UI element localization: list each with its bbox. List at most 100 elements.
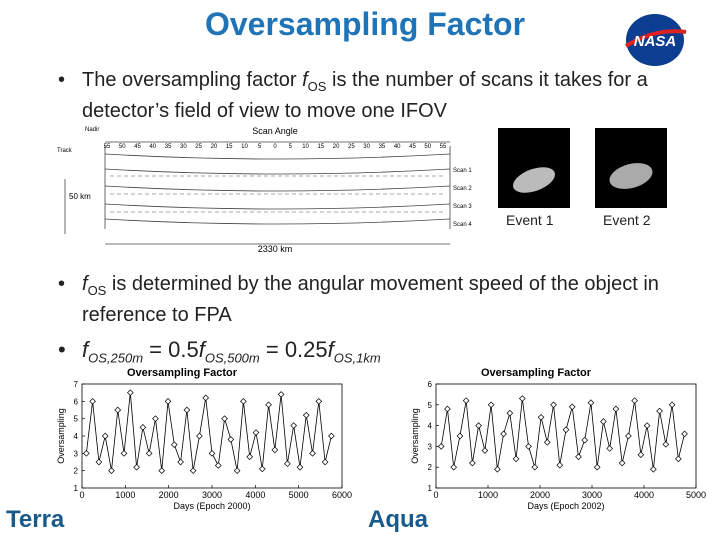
x-tick-label: 0 — [433, 490, 438, 500]
angle-label: 55 — [104, 144, 111, 150]
text: is determined by the angular movement sp… — [82, 273, 659, 326]
data-point — [315, 398, 323, 405]
data-point — [108, 467, 115, 474]
angle-label: 55 — [440, 144, 447, 150]
y-tick-label: 7 — [74, 380, 79, 389]
data-point — [518, 395, 526, 402]
y-axis-label: Oversampling — [410, 408, 420, 464]
data-point — [543, 438, 551, 446]
data-point — [183, 406, 191, 414]
data-point — [537, 413, 545, 421]
angle-label: 40 — [394, 144, 401, 150]
data-point — [650, 465, 657, 473]
plot-frame — [81, 383, 343, 489]
data-line — [440, 398, 685, 470]
bullet: • fOS is determined by the angular movem… — [58, 273, 659, 326]
data-point — [177, 458, 184, 466]
data-line — [85, 392, 332, 471]
data-point — [487, 401, 495, 409]
data-point — [277, 391, 285, 398]
angle-label: 15 — [317, 144, 324, 150]
data-point — [494, 465, 501, 473]
data-point — [500, 430, 507, 438]
data-point — [189, 467, 197, 474]
chart-label: Aqua — [368, 506, 428, 533]
y-tick-label: 6 — [74, 397, 79, 406]
data-point — [152, 415, 159, 422]
data-point — [114, 406, 122, 414]
text: = 0.5 — [143, 337, 199, 362]
data-point — [525, 443, 532, 450]
data-point — [550, 401, 557, 409]
angle-label: 50 — [424, 144, 431, 150]
data-point — [462, 397, 470, 404]
data-point — [265, 401, 272, 409]
y-tick-label: 4 — [428, 422, 433, 431]
scan-label: Scan 4 — [453, 222, 472, 228]
plot-frame — [435, 383, 697, 489]
text: OS,250m — [88, 350, 144, 366]
data-point — [681, 430, 688, 438]
data-point — [506, 409, 514, 417]
data-point — [581, 436, 589, 444]
data-point — [444, 405, 451, 413]
x-tick-label: 3000 — [202, 490, 222, 500]
angle-label: 50 — [119, 144, 126, 150]
angle-label: 20 — [211, 144, 218, 150]
angle-label: 30 — [363, 144, 370, 150]
y-tick-label: 2 — [74, 467, 79, 476]
angle-label: 45 — [409, 144, 416, 150]
data-point — [296, 463, 304, 471]
data-point — [101, 432, 109, 440]
data-point — [227, 436, 235, 443]
data-point — [302, 411, 310, 419]
chart: Oversampling Factor 0 1000 2000 3000 4000 5000… — [410, 367, 706, 511]
data-point — [321, 458, 329, 466]
data-point — [139, 424, 147, 431]
chart-label: Terra — [6, 506, 65, 533]
diagram-label: Nadir — [85, 127, 99, 133]
data-point — [618, 459, 626, 467]
data-point — [164, 398, 172, 405]
angle-label: 10 — [241, 144, 248, 150]
chart-title: Oversampling Factor — [481, 367, 592, 379]
x-tick-label: 4000 — [634, 490, 654, 500]
data-point — [668, 401, 676, 409]
data-point — [450, 463, 458, 471]
y-tick-label: 5 — [74, 415, 79, 424]
angle-label: 40 — [149, 144, 156, 150]
data-point — [662, 440, 670, 448]
text: f — [198, 337, 205, 362]
text: f — [327, 337, 334, 362]
data-point — [575, 453, 582, 461]
bullet: • The oversampling factor fOS is the num… — [58, 69, 648, 122]
data-point — [625, 432, 632, 440]
data-point — [126, 389, 134, 396]
event-label: Event 2 — [603, 212, 651, 228]
angle-label: 20 — [333, 144, 340, 150]
data-point — [568, 403, 576, 411]
data-point — [170, 441, 178, 448]
y-tick-label: 4 — [74, 432, 79, 441]
text: OS — [307, 79, 327, 94]
x-tick-label: 5000 — [686, 490, 706, 500]
data-point — [145, 450, 153, 457]
data-point — [456, 432, 464, 440]
text: OS,500m — [204, 350, 260, 366]
angle-label: 5 — [289, 144, 293, 150]
angle-label: 25 — [195, 144, 202, 150]
x-tick-label: 0 — [79, 490, 84, 500]
logo-text: NASA — [634, 33, 677, 50]
data-point — [196, 432, 203, 440]
x-tick-label: 6000 — [332, 490, 352, 500]
data-point — [587, 399, 595, 407]
angle-label: 35 — [165, 144, 172, 150]
bullet: • fOS,250m = 0.5fOS,500m = 0.25fOS,1km — [58, 337, 381, 366]
x-tick-label: 1000 — [115, 490, 135, 500]
data-point — [631, 397, 638, 404]
data-point — [475, 422, 482, 429]
data-point — [637, 451, 645, 459]
data-point — [512, 455, 520, 463]
event-images — [498, 128, 667, 208]
